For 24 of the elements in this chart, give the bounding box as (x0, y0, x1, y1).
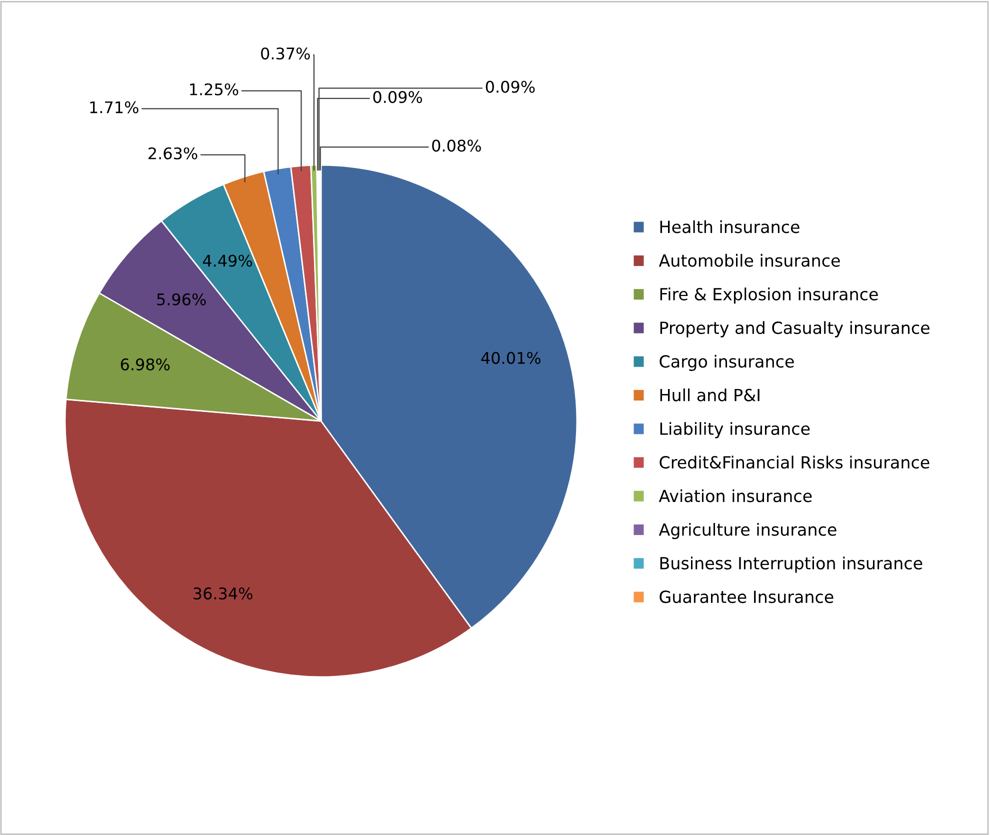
legend-label: Fire & Explosion insurance (660, 288, 878, 304)
legend-label: Credit&Financial Risks insurance (660, 456, 930, 469)
data-label: 0.08% (432, 140, 481, 152)
legend-label: Cargo insurance (660, 354, 794, 371)
data-label: 5.96% (157, 293, 206, 306)
legend-label: Business Interruption insurance (660, 556, 922, 573)
legend-label: Liability insurance (660, 422, 810, 438)
data-label: 2.63% (148, 147, 198, 160)
legend-label: Guarantee Insurance (660, 590, 834, 604)
legend-label: Automobile insurance (658, 254, 840, 267)
data-label: 0.09% (486, 80, 535, 93)
data-label: 36.34% (194, 587, 252, 600)
data-label: 40.01% (481, 352, 540, 364)
data-label: 0.09% (373, 90, 422, 104)
data-label: 1.25% (190, 83, 238, 96)
legend-label: Aviation insurance (658, 489, 812, 502)
data-label: 6.98% (120, 358, 170, 370)
legend-label: Health insurance (660, 220, 800, 234)
legend-label: Agriculture insurance (658, 522, 836, 540)
data-label: 1.71% (90, 101, 138, 114)
legend-label: Property and Casualty insurance (660, 321, 930, 338)
data-label: 0.37% (261, 47, 310, 60)
data-label: 4.49% (202, 254, 252, 267)
legend-label: Hull and P&I (660, 388, 760, 402)
